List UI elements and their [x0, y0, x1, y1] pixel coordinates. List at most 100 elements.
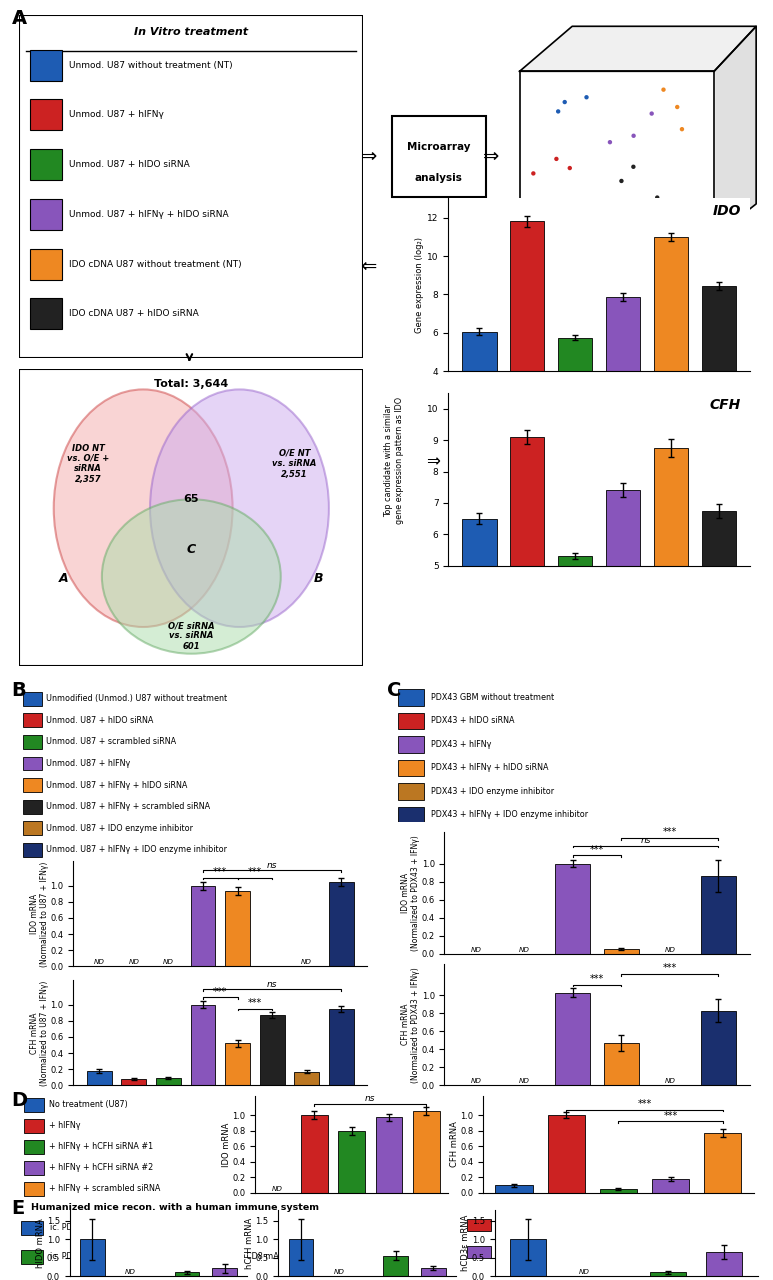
Bar [288, 1239, 313, 1276]
Bar [510, 1239, 547, 1276]
Text: ND: ND [519, 946, 530, 952]
Bar [558, 557, 592, 723]
Text: Unmod. U87 + hIFNγ + IDO enzyme inhibitor: Unmod. U87 + hIFNγ + IDO enzyme inhibito… [46, 845, 226, 854]
Y-axis label: hIDO mRNA: hIDO mRNA [36, 1219, 46, 1267]
Text: ns: ns [267, 860, 278, 869]
Text: ***: *** [662, 963, 677, 973]
Bar [213, 1268, 237, 1276]
Bar [421, 1267, 446, 1276]
Text: Total: 3,644: Total: 3,644 [154, 379, 229, 389]
Text: Unmod. U87 + hIFNγ: Unmod. U87 + hIFNγ [70, 110, 164, 119]
Text: Unmod. U87 + hIFNγ + hIDO siRNA: Unmod. U87 + hIFNγ + hIDO siRNA [70, 210, 229, 219]
FancyBboxPatch shape [23, 800, 43, 814]
Text: Unmod. U87 + hIFNγ + scrambled siRNA: Unmod. U87 + hIFNγ + scrambled siRNA [46, 803, 209, 812]
Text: + hIFNγ + scrambled siRNA: + hIFNγ + scrambled siRNA [49, 1184, 160, 1193]
FancyBboxPatch shape [23, 691, 43, 705]
FancyBboxPatch shape [29, 198, 63, 230]
Text: CFH: CFH [710, 398, 741, 412]
FancyBboxPatch shape [23, 778, 43, 792]
Text: ND: ND [128, 959, 139, 965]
Bar [652, 1179, 690, 1193]
Ellipse shape [150, 389, 329, 627]
Text: ND: ND [333, 1270, 344, 1275]
Bar [295, 1071, 319, 1085]
Bar [462, 332, 496, 448]
Bar [604, 1043, 638, 1085]
Bar [606, 490, 640, 723]
Text: ND: ND [665, 946, 676, 952]
Text: + hIFNγ: + hIFNγ [49, 1121, 80, 1130]
Point [550, 148, 563, 169]
Bar [701, 1011, 736, 1085]
Bar [301, 1115, 328, 1193]
Text: IDO cDNA U87 without treatment (NT): IDO cDNA U87 without treatment (NT) [70, 260, 242, 269]
Text: In Vitro treatment: In Vitro treatment [135, 27, 248, 37]
Polygon shape [519, 27, 756, 72]
Bar [495, 1185, 533, 1193]
Y-axis label: CFH mRNA: CFH mRNA [450, 1121, 458, 1167]
Bar [702, 511, 736, 723]
Ellipse shape [102, 499, 281, 654]
Bar [510, 436, 544, 723]
Point [657, 79, 669, 100]
Text: ***: *** [590, 974, 604, 983]
Bar [339, 1130, 365, 1193]
FancyBboxPatch shape [29, 298, 63, 329]
FancyBboxPatch shape [19, 369, 363, 666]
FancyBboxPatch shape [23, 713, 43, 727]
Text: ND: ND [272, 1187, 283, 1192]
Text: ***: *** [213, 867, 227, 877]
FancyBboxPatch shape [19, 15, 363, 358]
Point [604, 132, 616, 152]
Text: Unmod. U87 + hIDO siRNA: Unmod. U87 + hIDO siRNA [46, 716, 153, 724]
Bar [600, 1189, 637, 1193]
Bar [606, 297, 640, 448]
Bar [704, 1133, 741, 1193]
FancyBboxPatch shape [29, 100, 63, 131]
Point [670, 215, 683, 236]
Text: ND: ND [519, 1078, 530, 1084]
FancyBboxPatch shape [29, 150, 63, 180]
Text: ND: ND [124, 1270, 135, 1275]
Bar [156, 1078, 181, 1085]
Text: Unmod. U87 + hIFNγ + hIDO siRNA: Unmod. U87 + hIFNγ + hIDO siRNA [46, 781, 187, 790]
FancyBboxPatch shape [398, 713, 424, 730]
Text: Patient-resected primary GBM: Patient-resected primary GBM [496, 1220, 618, 1229]
Text: Unmod. U87 + hIFNγ: Unmod. U87 + hIFNγ [46, 759, 130, 768]
Y-axis label: IDO mRNA
(Normalized to U87 + IFNγ): IDO mRNA (Normalized to U87 + IFNγ) [29, 861, 49, 966]
Text: Patient-resected recurrent GBM: Patient-resected recurrent GBM [496, 1247, 623, 1256]
Text: Unmodified (Unmod.) U87 without treatment: Unmodified (Unmod.) U87 without treatmen… [46, 694, 226, 703]
Y-axis label: IDO mRNA
(Normalized to PDX43 + IFNγ): IDO mRNA (Normalized to PDX43 + IFNγ) [400, 835, 420, 951]
FancyBboxPatch shape [23, 756, 43, 771]
Bar [654, 448, 688, 723]
Bar [225, 891, 250, 966]
Bar [191, 1005, 216, 1085]
Text: IDO cDNA U87 + hIDO siRNA: IDO cDNA U87 + hIDO siRNA [70, 310, 199, 319]
Bar [329, 1009, 354, 1085]
Text: ns: ns [640, 836, 651, 845]
Text: PDX43 + IDO enzyme inhibitor: PDX43 + IDO enzyme inhibitor [431, 787, 554, 796]
Text: PDX43 + hIFNγ: PDX43 + hIFNγ [431, 740, 492, 749]
FancyBboxPatch shape [24, 1140, 44, 1153]
Bar [225, 1043, 250, 1085]
FancyBboxPatch shape [398, 689, 424, 705]
Bar [510, 221, 544, 448]
Text: ***: *** [248, 867, 262, 877]
Text: ⇒: ⇒ [360, 147, 377, 165]
Text: ic. PDX43 + IgG Abs: ic. PDX43 + IgG Abs [49, 1222, 131, 1233]
Text: ND: ND [470, 946, 482, 952]
Text: ⇒: ⇒ [482, 147, 499, 165]
Text: Unmod. U87 without treatment (NT): Unmod. U87 without treatment (NT) [70, 60, 233, 69]
Text: 65: 65 [183, 494, 199, 504]
FancyBboxPatch shape [24, 1161, 44, 1175]
Text: No treatment (U87): No treatment (U87) [49, 1100, 128, 1108]
Text: PCA analysis: PCA analysis [580, 241, 654, 251]
Text: ns: ns [365, 1094, 376, 1103]
Point [581, 87, 593, 108]
Text: Microarray: Microarray [407, 142, 471, 152]
Text: + hIFNγ + hCFH siRNA #1: + hIFNγ + hCFH siRNA #1 [49, 1142, 153, 1151]
Point [615, 170, 628, 191]
FancyBboxPatch shape [24, 1183, 44, 1196]
Polygon shape [519, 72, 714, 237]
Bar [556, 993, 591, 1085]
